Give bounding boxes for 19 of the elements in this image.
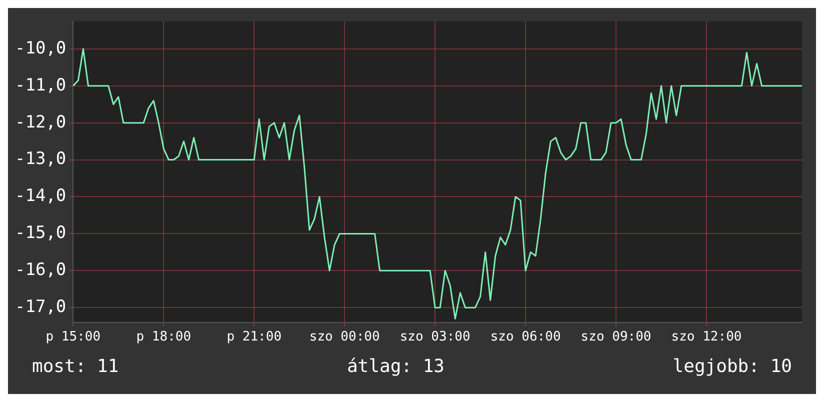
y-tick-label: -11,0	[14, 75, 66, 96]
x-tick-label: szo 06:00	[490, 330, 561, 345]
text: átlag: 13	[346, 356, 445, 377]
text: legjobb: 10	[672, 356, 792, 377]
x-tick-label: szo 00:00	[309, 330, 380, 345]
y-tick-label: -17,0	[14, 297, 66, 318]
x-tick-label: szo 12:00	[671, 330, 742, 345]
y-tick-label: -12,0	[14, 112, 66, 132]
y-tick-label: -15,0	[14, 223, 66, 244]
x-tick-label: p 18:00	[136, 330, 192, 345]
x-tick-label: p 15:00	[46, 330, 101, 345]
y-tick-label: -10,0	[14, 38, 66, 58]
y-tick-label: -16,0	[14, 260, 66, 280]
y-tick-label: -13,0	[14, 149, 66, 170]
text: most: 11	[32, 356, 119, 377]
x-tick-label: szo 09:00	[580, 330, 652, 345]
x-tick-label: p 21:00	[226, 330, 282, 345]
y-tick-label: -14,0	[14, 186, 66, 206]
x-tick-label: szo 03:00	[400, 330, 470, 345]
